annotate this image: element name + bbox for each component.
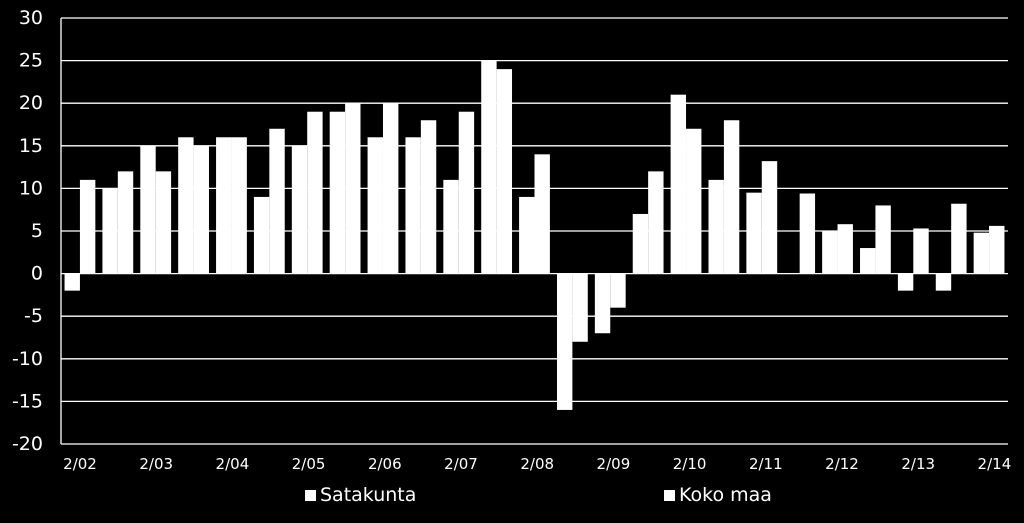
bar-satakunta — [216, 137, 232, 274]
bar-koko-maa — [420, 120, 437, 274]
bar-satakunta — [632, 213, 649, 274]
bar-koko-maa — [307, 111, 323, 274]
x-axis-ticks: 2/02 2/03 2/04 2/05 2/06 2/07 2/08 2/09 2/10 2/11… — [63, 455, 1011, 473]
bar-satakunta — [708, 179, 724, 274]
bar-koko-maa — [610, 273, 626, 308]
legend-swatch — [664, 490, 675, 501]
bar-koko-maa — [231, 137, 247, 274]
bar-koko-maa — [496, 69, 513, 274]
bar-koko-maa — [799, 193, 816, 274]
bar-satakunta — [443, 179, 459, 274]
bar-koko-maa — [951, 203, 967, 274]
bar-satakunta — [670, 94, 687, 274]
x-tick-label: 2/10 — [673, 455, 707, 473]
bar-satakunta — [64, 273, 80, 291]
y-tick-label: 20 — [19, 92, 43, 114]
bar-satakunta — [594, 273, 611, 334]
bar-satakunta — [897, 273, 914, 291]
y-axis-ticks: 30 25 20 15 10 5 0 -5 -10 -15 -20 — [12, 7, 43, 455]
bar-satakunta — [367, 137, 383, 274]
y-tick-label: 0 — [31, 263, 43, 285]
bar-koko-maa — [193, 145, 209, 274]
bar-koko-maa — [458, 111, 475, 274]
bar-koko-maa — [875, 205, 891, 274]
legend-label: Satakunta — [320, 484, 416, 506]
y-tick-label: -20 — [12, 433, 43, 455]
bar-koko-maa — [989, 225, 1005, 274]
legend: Satakunta Koko maa — [305, 484, 772, 506]
bar-koko-maa — [382, 103, 399, 274]
x-tick-label: 2/11 — [749, 455, 783, 473]
x-tick-label: 2/04 — [216, 455, 250, 473]
bar-koko-maa — [723, 120, 740, 274]
bar-satakunta — [102, 188, 118, 274]
bar-koko-maa — [345, 103, 361, 274]
x-tick-label: 2/06 — [368, 455, 402, 473]
legend-swatch — [305, 490, 316, 501]
bar-satakunta — [178, 137, 194, 274]
bars — [64, 60, 1005, 410]
y-tick-label: 30 — [19, 7, 43, 29]
bar-satakunta — [140, 145, 156, 274]
y-tick-label: 15 — [19, 135, 43, 157]
bar-satakunta — [291, 145, 308, 274]
x-tick-label: 2/13 — [901, 455, 935, 473]
bar-satakunta — [973, 232, 990, 274]
bar-satakunta — [329, 111, 346, 274]
bar-koko-maa — [913, 228, 929, 274]
bar-satakunta — [481, 60, 497, 274]
y-tick-label: -5 — [24, 305, 43, 327]
bar-koko-maa — [117, 171, 134, 274]
x-tick-label: 2/02 — [63, 455, 97, 473]
bar-satakunta — [746, 192, 762, 274]
bar-koko-maa — [79, 179, 96, 274]
y-tick-label: 10 — [19, 177, 43, 199]
bar-koko-maa — [761, 161, 778, 274]
bar-koko-maa — [686, 128, 702, 274]
gridlines — [60, 17, 1008, 445]
x-tick-label: 2/08 — [520, 455, 554, 473]
legend-label: Koko maa — [679, 484, 772, 506]
bar-koko-maa — [155, 171, 172, 274]
x-tick-label: 2/03 — [139, 455, 173, 473]
bar-koko-maa — [648, 171, 664, 274]
bar-satakunta — [405, 137, 421, 274]
bar-satakunta — [519, 196, 535, 274]
x-tick-label: 2/09 — [597, 455, 631, 473]
y-tick-label: 5 — [31, 220, 43, 242]
y-tick-label: 25 — [19, 50, 43, 72]
bar-satakunta — [556, 273, 573, 410]
bar-satakunta — [860, 248, 876, 274]
bar-koko-maa — [572, 273, 588, 342]
x-tick-label: 2/14 — [978, 455, 1012, 473]
x-tick-label: 2/07 — [444, 455, 478, 473]
x-tick-label: 2/05 — [292, 455, 326, 473]
y-tick-label: -10 — [12, 348, 43, 370]
bar-satakunta — [935, 273, 952, 291]
y-tick-label: -15 — [12, 390, 43, 412]
bar-koko-maa — [534, 154, 550, 274]
bar-koko-maa — [269, 128, 285, 274]
x-tick-label: 2/12 — [825, 455, 859, 473]
bar-satakunta — [822, 231, 838, 274]
bar-satakunta — [253, 196, 270, 274]
bar-koko-maa — [837, 224, 853, 274]
